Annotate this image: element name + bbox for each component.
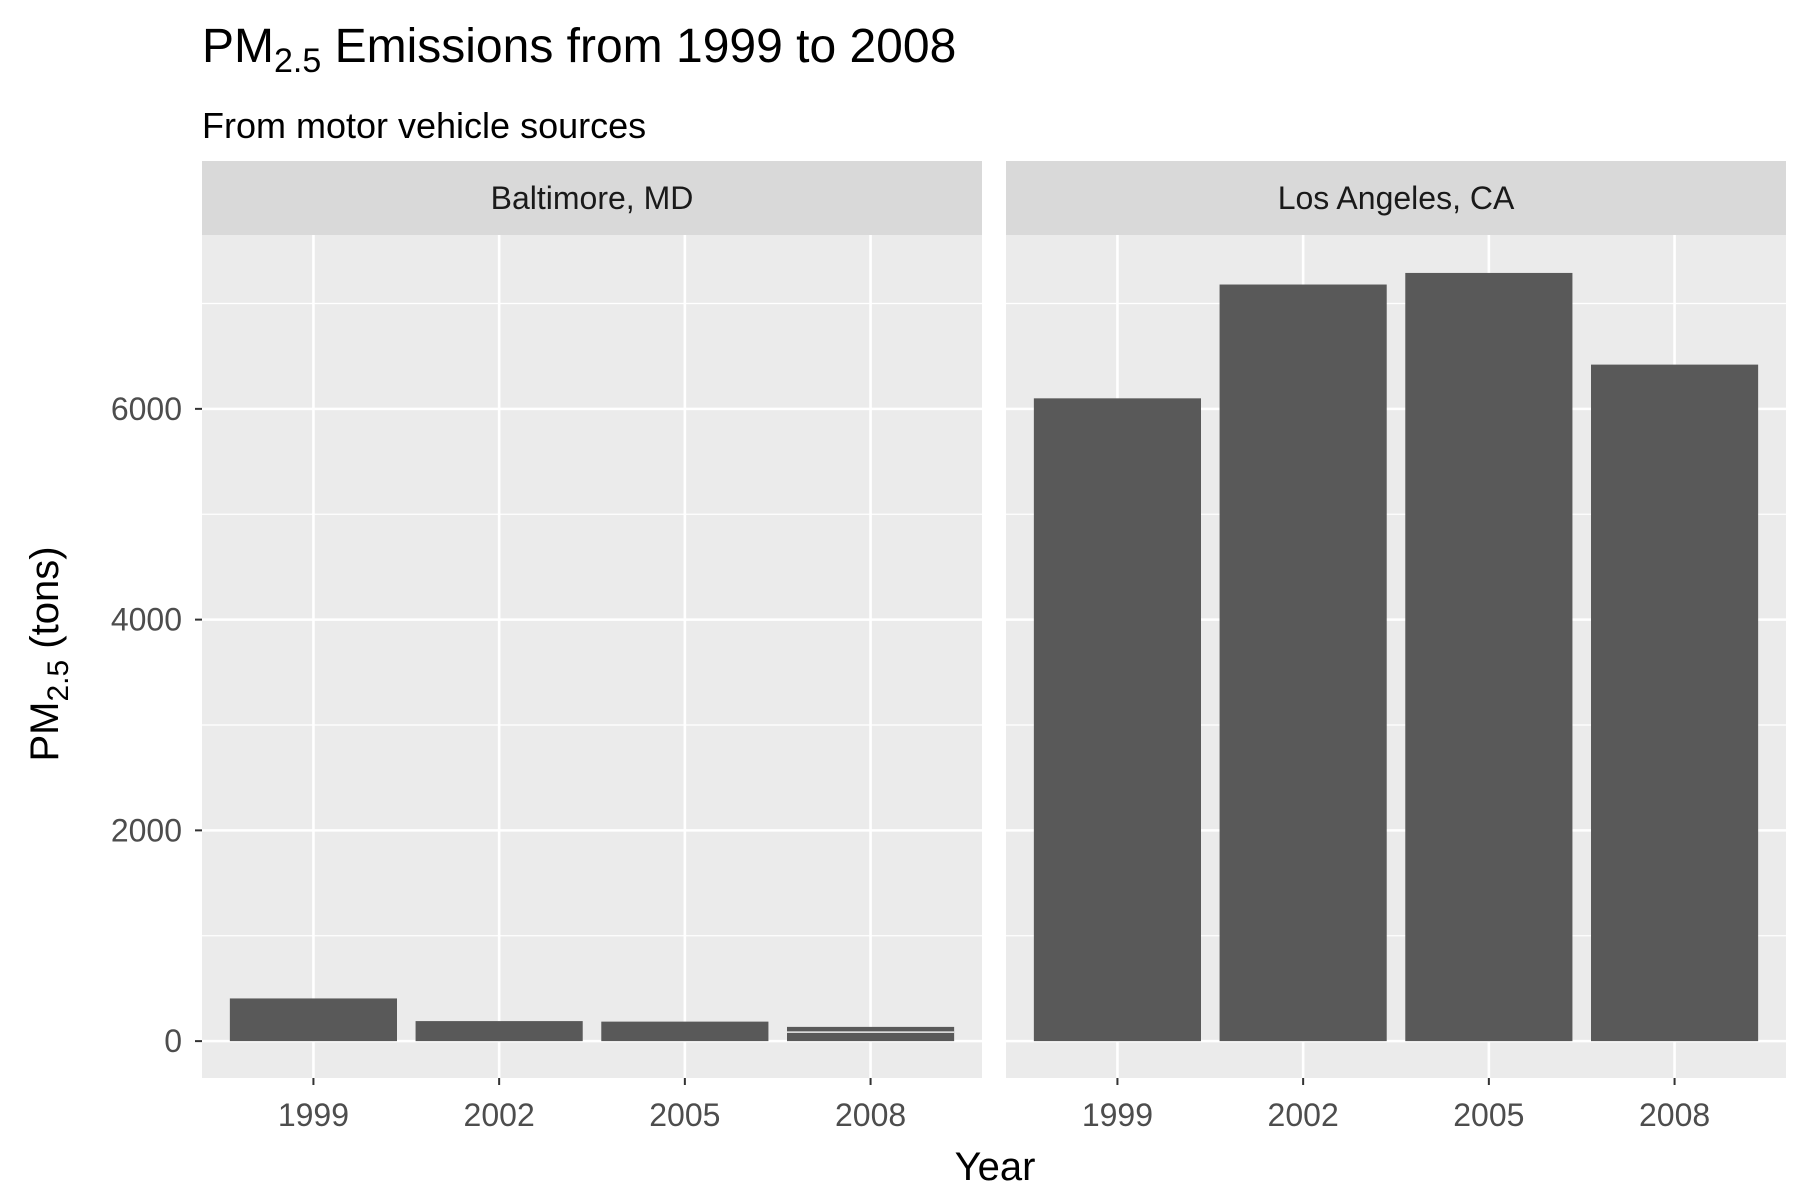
facet-strip xyxy=(202,161,982,235)
y-tick-label: 4000 xyxy=(111,602,182,638)
y-axis-title: PM2.5 (tons) xyxy=(23,546,75,761)
bar xyxy=(415,1021,583,1042)
x-tick-label: 2005 xyxy=(1453,1097,1524,1133)
y-tick-label: 2000 xyxy=(111,812,182,848)
facet-strip-label: Baltimore, MD xyxy=(491,180,694,216)
x-tick-label: 1999 xyxy=(1082,1097,1153,1133)
chart-title: PM2.5 Emissions from 1999 to 2008 xyxy=(202,20,956,80)
x-tick-label: 2008 xyxy=(835,1097,906,1133)
facet-panel: Los Angeles, CA 1999 2002 2005 2008 xyxy=(1006,161,1786,1133)
x-tick-label: 2002 xyxy=(464,1097,535,1133)
bar xyxy=(787,1026,955,1042)
facet-panels: Baltimore, MD 1999 2002 2005 2008 0 2000 4000 60… xyxy=(111,161,1786,1133)
chart-subtitle: From motor vehicle sources xyxy=(202,105,646,146)
panel-background xyxy=(202,235,982,1078)
bar xyxy=(1033,398,1201,1042)
bar xyxy=(601,1021,769,1042)
x-tick-label: 2002 xyxy=(1268,1097,1339,1133)
x-tick-label: 2005 xyxy=(649,1097,720,1133)
y-tick-label: 0 xyxy=(164,1023,182,1059)
facet-panel: Baltimore, MD 1999 2002 2005 2008 0 2000 4000 60… xyxy=(111,161,982,1133)
x-tick-label: 2008 xyxy=(1639,1097,1710,1133)
facet-strip-label: Los Angeles, CA xyxy=(1278,180,1515,216)
facet-strip xyxy=(1006,161,1786,235)
bar xyxy=(1405,272,1573,1042)
bar xyxy=(1219,284,1387,1042)
y-tick-label: 6000 xyxy=(111,391,182,427)
bar xyxy=(1591,364,1759,1042)
x-axis-title: Year xyxy=(955,1145,1036,1189)
x-tick-label: 1999 xyxy=(278,1097,349,1133)
bar xyxy=(229,998,397,1042)
